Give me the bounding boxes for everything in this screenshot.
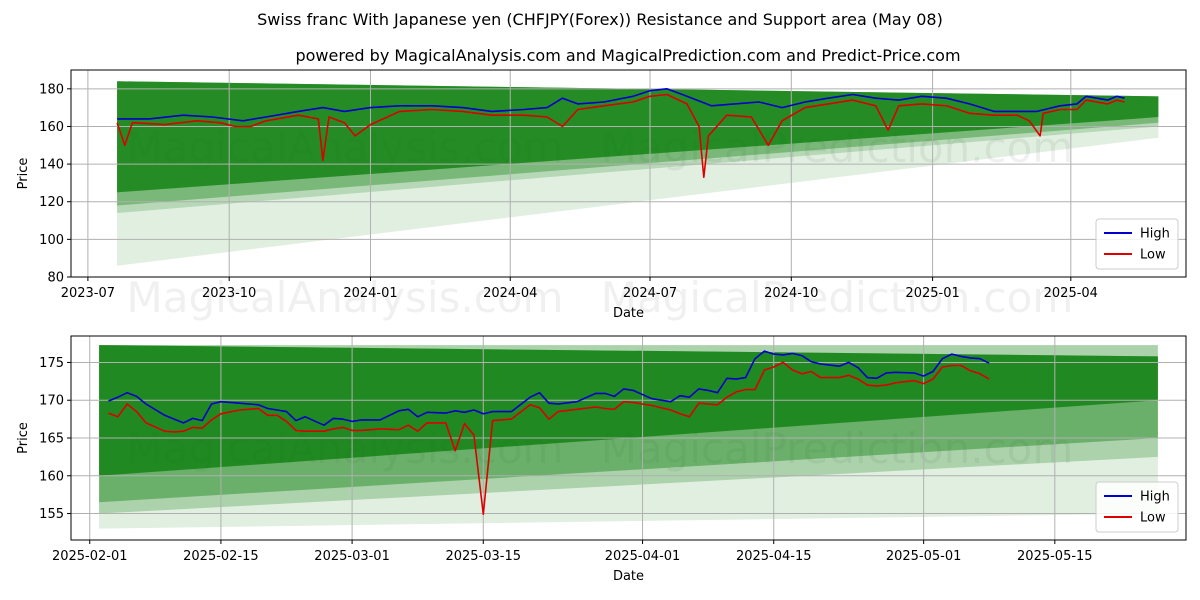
series-group bbox=[116, 88, 1125, 179]
support-resistance-band bbox=[117, 81, 1159, 214]
y-tick-label: 155 bbox=[39, 507, 64, 522]
watermark-text: MagicalAnalysis.com bbox=[127, 273, 564, 322]
support-resistance-band bbox=[99, 345, 1158, 529]
support-resistance-band bbox=[99, 345, 1158, 514]
band-group bbox=[117, 81, 1159, 266]
legend-box bbox=[1095, 218, 1179, 270]
x-tick-label: 2025-01 bbox=[905, 286, 959, 301]
x-tick-label: 2025-03-15 bbox=[445, 549, 521, 564]
x-tick-label: 2024-04 bbox=[483, 286, 537, 301]
legend: High Low bbox=[1095, 481, 1179, 533]
band-group bbox=[99, 345, 1158, 529]
legend-label: High bbox=[1140, 490, 1170, 505]
x-tick-label: 2025-05-01 bbox=[886, 549, 962, 564]
series-group bbox=[108, 350, 990, 516]
support-resistance-band bbox=[99, 345, 1158, 476]
x-tick-label: 2023-10 bbox=[202, 286, 256, 301]
bottom-chart-panel: 155 160 165 170 175 2025-02-01 2025-02-15 2025-… bbox=[16, 335, 1187, 584]
chart-title: Swiss franc With Japanese yen (CHFJPY(Fo… bbox=[257, 10, 943, 29]
series-line-low bbox=[108, 361, 990, 516]
y-tick-label: 175 bbox=[39, 356, 64, 371]
y-tick-label: 170 bbox=[39, 394, 64, 409]
x-tick-label: 2024-01 bbox=[343, 286, 397, 301]
legend-label: Low bbox=[1140, 511, 1166, 526]
x-tick-label: 2023-07 bbox=[61, 286, 115, 301]
x-tick-label: 2025-04-01 bbox=[605, 549, 681, 564]
x-tick-label: 2025-03-01 bbox=[314, 549, 390, 564]
legend: High Low bbox=[1095, 218, 1179, 270]
plot-frame bbox=[70, 69, 1187, 278]
x-axis-label: Date bbox=[613, 306, 644, 321]
series-line-high bbox=[117, 88, 1125, 122]
y-tick-label: 120 bbox=[39, 195, 64, 210]
x-tick-label: 2025-05-15 bbox=[1017, 549, 1093, 564]
x-tick-label: 2025-04-15 bbox=[736, 549, 812, 564]
y-tick-label: 165 bbox=[39, 432, 64, 447]
watermark-text: MagicalPrediction.com bbox=[601, 273, 1074, 322]
x-tick-label: 2024-10 bbox=[764, 286, 818, 301]
support-resistance-band bbox=[99, 345, 1158, 503]
chart-subtitle: powered by MagicalAnalysis.com and Magic… bbox=[295, 46, 960, 65]
legend-label: High bbox=[1140, 227, 1170, 242]
y-axis-label: Price bbox=[16, 422, 31, 454]
legend-box bbox=[1095, 481, 1179, 533]
series-line-high bbox=[108, 350, 990, 426]
y-axis-label: Price bbox=[16, 158, 31, 190]
x-tick-label: 2024-07 bbox=[623, 286, 677, 301]
x-tick-label: 2025-02-15 bbox=[183, 549, 259, 564]
plot-frame bbox=[70, 335, 1187, 541]
y-tick-label: 160 bbox=[39, 469, 64, 484]
x-tick-label: 2025-04 bbox=[1044, 286, 1098, 301]
y-tick-label: 100 bbox=[39, 233, 64, 248]
y-tick-label: 160 bbox=[39, 120, 64, 135]
y-tick-label: 180 bbox=[39, 82, 64, 97]
x-axis-label: Date bbox=[613, 569, 644, 584]
y-tick-label: 80 bbox=[47, 271, 64, 286]
y-tick-label: 140 bbox=[39, 158, 64, 173]
x-tick-label: 2025-02-01 bbox=[52, 549, 128, 564]
support-resistance-band bbox=[117, 81, 1159, 206]
series-line-low bbox=[116, 93, 1125, 179]
legend-label: Low bbox=[1140, 248, 1166, 263]
support-resistance-band bbox=[117, 81, 1159, 266]
top-chart-panel: 80 100 120 140 160 180 2023-07 2023-10 2024-01 20… bbox=[16, 69, 1187, 321]
